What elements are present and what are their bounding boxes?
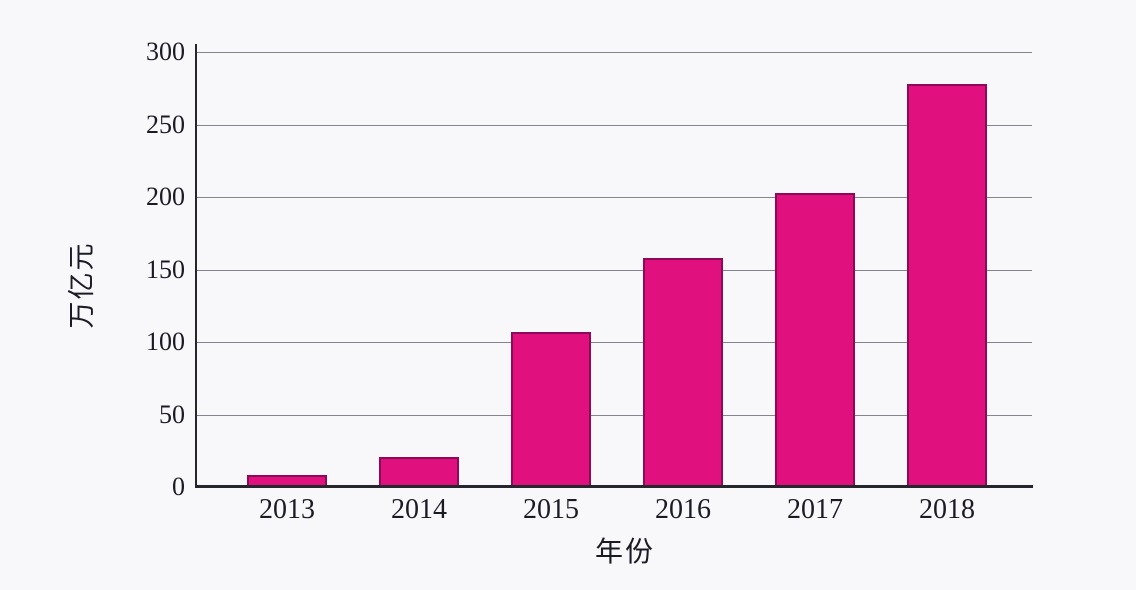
x-tick-label-2014: 2014 xyxy=(391,494,447,525)
x-axis-title: 年份 xyxy=(594,537,655,568)
gridline-y-300 xyxy=(196,52,1032,53)
y-axis-line xyxy=(195,44,197,488)
bar-2016 xyxy=(643,258,723,487)
y-tick-label: 150 xyxy=(146,255,185,284)
y-tick-label: 200 xyxy=(146,182,185,211)
gridline-y-50 xyxy=(196,415,1032,416)
gridline-y-250 xyxy=(196,125,1032,126)
x-tick-label-2013: 2013 xyxy=(259,494,315,525)
y-axis-title: 万亿元 xyxy=(67,241,97,329)
bar-2017 xyxy=(775,193,855,487)
bar-2015 xyxy=(511,332,591,487)
x-tick-label-2016: 2016 xyxy=(655,494,711,525)
y-tick-label: 50 xyxy=(159,400,185,429)
bar-2013 xyxy=(247,475,327,487)
y-tick-label: 300 xyxy=(146,37,185,66)
x-tick-label-2017: 2017 xyxy=(787,494,843,525)
bar-2014 xyxy=(379,457,459,487)
gridline-y-150 xyxy=(196,270,1032,271)
gridline-y-100 xyxy=(196,342,1032,343)
x-tick-label-2015: 2015 xyxy=(523,494,579,525)
y-tick-label: 100 xyxy=(146,327,185,356)
y-tick-label: 0 xyxy=(172,472,185,501)
x-axis-line xyxy=(195,485,1033,488)
y-tick-label: 250 xyxy=(146,110,185,139)
x-tick-label-2018: 2018 xyxy=(919,494,975,525)
bar-2018 xyxy=(907,84,987,487)
gridline-y-200 xyxy=(196,197,1032,198)
